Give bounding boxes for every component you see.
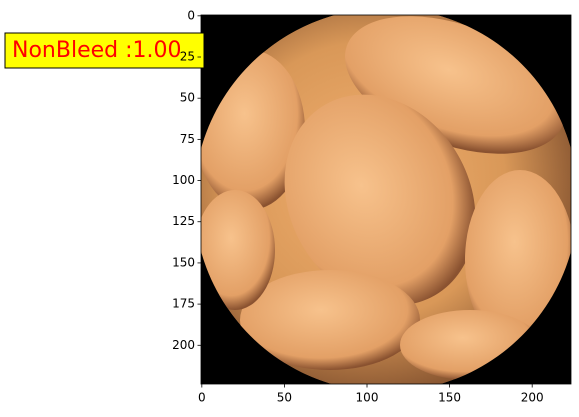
x-tick-label: 200 — [521, 391, 544, 405]
axes-frame — [200, 14, 572, 385]
y-tick-label: 150 — [172, 255, 195, 269]
y-tick-label: 125 — [172, 214, 195, 228]
y-tick-label: 200 — [172, 338, 195, 352]
image — [201, 15, 571, 384]
y-tick-label: 175 — [172, 297, 195, 311]
y-tick-label: 0 — [187, 8, 195, 22]
y-tick-label: 25 — [180, 50, 195, 64]
annotation: NonBleed :1.00 — [12, 38, 182, 63]
y-tick-label: 75 — [180, 132, 195, 146]
x-tick-label: 50 — [277, 391, 292, 405]
y-tick-label: 100 — [172, 173, 195, 187]
y-tick-label: 50 — [180, 91, 195, 105]
annotation-box — [4, 32, 205, 69]
x-tick-label: 100 — [356, 391, 379, 405]
x-tick-label: 150 — [438, 391, 461, 405]
x-tick-label: 0 — [198, 391, 206, 405]
